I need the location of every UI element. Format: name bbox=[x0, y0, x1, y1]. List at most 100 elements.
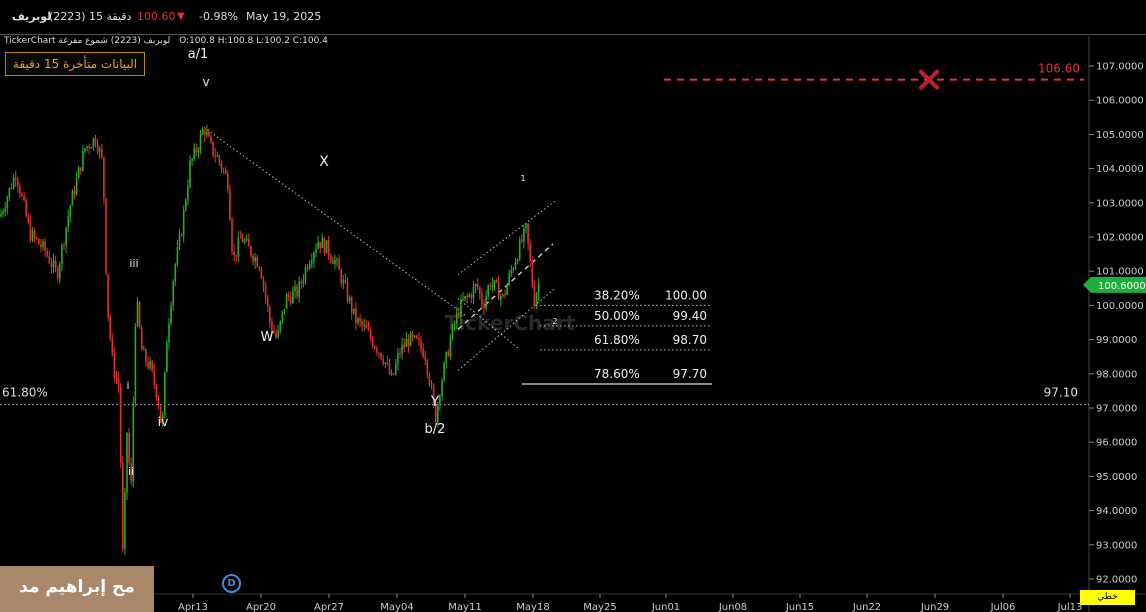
y-tick-label: 92.0000 bbox=[1096, 575, 1137, 586]
x-tick-label: May18 bbox=[516, 602, 549, 612]
dividend-badge[interactable]: D bbox=[222, 574, 241, 593]
candle-body bbox=[403, 344, 405, 347]
x-tick-label: Apr13 bbox=[178, 602, 208, 612]
candle-body bbox=[367, 328, 370, 331]
wave-label: 2 bbox=[552, 317, 557, 326]
candle-body bbox=[388, 363, 391, 374]
ohlc-values: O:100.8 H:100.8 L:100.2 C:100.4 bbox=[179, 36, 328, 46]
candle-body bbox=[8, 187, 11, 198]
candle-body bbox=[374, 346, 376, 349]
interval-label[interactable]: 15 دقيقة bbox=[89, 10, 132, 23]
wave-label: iv bbox=[158, 415, 168, 429]
candle-body bbox=[233, 251, 235, 256]
candle-body bbox=[476, 283, 479, 288]
candle-body bbox=[264, 286, 267, 298]
candle-body bbox=[90, 147, 93, 149]
candle-body bbox=[122, 462, 124, 549]
candle-body bbox=[101, 148, 103, 158]
x-tick-label: Apr27 bbox=[314, 602, 344, 612]
candle-body bbox=[439, 395, 441, 405]
candle-body bbox=[151, 361, 153, 371]
x-tick-label: Jul06 bbox=[990, 602, 1016, 612]
candle-body bbox=[529, 243, 531, 261]
candle-body bbox=[52, 260, 55, 267]
candle-body bbox=[535, 293, 538, 307]
candle-body bbox=[269, 306, 271, 322]
candle-body bbox=[342, 279, 345, 284]
candle-body bbox=[308, 263, 311, 269]
candle-body bbox=[512, 268, 515, 271]
candle-body bbox=[237, 237, 240, 257]
wave-label: 1 bbox=[520, 174, 525, 183]
candle-body bbox=[33, 230, 36, 238]
candle-body bbox=[424, 357, 426, 361]
price-chart[interactable]: 107.0000 106.0000 105.0000 104.0000 103.0000… bbox=[0, 36, 1146, 612]
candle-body bbox=[489, 285, 492, 287]
candle-body bbox=[235, 255, 237, 257]
candle-body bbox=[119, 386, 122, 463]
candle-body bbox=[531, 260, 534, 287]
logo-watermark: TickerChart bbox=[445, 311, 576, 335]
candle-body bbox=[361, 321, 363, 326]
candle-body bbox=[46, 250, 48, 256]
y-tick-label: 96.0000 bbox=[1096, 438, 1137, 449]
candle-body bbox=[126, 432, 128, 493]
candle-body bbox=[327, 240, 330, 256]
y-tick-label: 99.0000 bbox=[1096, 335, 1137, 346]
candle-body bbox=[294, 286, 296, 292]
candle-body bbox=[75, 178, 78, 195]
candle-body bbox=[521, 239, 523, 242]
candle-body bbox=[516, 259, 519, 263]
candle-body bbox=[252, 255, 254, 262]
candle-body bbox=[418, 338, 420, 341]
candle-body bbox=[514, 262, 517, 269]
candle-body bbox=[401, 344, 403, 354]
candle-body bbox=[311, 260, 313, 264]
candle-body bbox=[449, 338, 452, 357]
candle-body bbox=[71, 190, 74, 206]
candle-body bbox=[86, 146, 88, 149]
y-tick-label: 104.0000 bbox=[1096, 164, 1144, 175]
candle-body bbox=[455, 312, 458, 324]
candle-body bbox=[231, 219, 233, 252]
candle-body bbox=[218, 155, 221, 163]
candle-body bbox=[23, 195, 25, 201]
candle-body bbox=[371, 338, 374, 347]
x-tick-label: Jul13 bbox=[1057, 602, 1083, 612]
candle-body bbox=[416, 335, 418, 339]
symbol-code: (2223) bbox=[49, 10, 86, 23]
candle-body bbox=[132, 403, 135, 482]
candle-body bbox=[243, 240, 246, 243]
wave-label: ii bbox=[128, 465, 134, 478]
triangle-down-icon: ▼ bbox=[177, 11, 185, 22]
y-tick-label: 106.0000 bbox=[1096, 96, 1144, 107]
wave-label: iii bbox=[129, 257, 138, 270]
candle-body bbox=[353, 308, 355, 313]
wave-label: a/1 bbox=[188, 47, 209, 62]
candle-body bbox=[115, 377, 118, 379]
y-tick-label: 101.0000 bbox=[1096, 267, 1144, 278]
candle-body bbox=[443, 363, 445, 381]
candle-body bbox=[40, 244, 42, 248]
candle-body bbox=[94, 138, 97, 145]
candle-body bbox=[224, 170, 227, 174]
candle-body bbox=[6, 197, 9, 209]
cross-line bbox=[457, 298, 519, 349]
wave-label: Y bbox=[430, 394, 440, 410]
candle-body bbox=[266, 297, 269, 307]
candle-body bbox=[281, 311, 284, 322]
candle-body bbox=[506, 284, 508, 295]
candle-body bbox=[304, 267, 307, 281]
candle-body bbox=[405, 339, 408, 347]
chart-mode-badge[interactable]: خطي bbox=[1080, 590, 1135, 605]
candle-body bbox=[428, 374, 431, 385]
wave-label: b/2 bbox=[425, 422, 446, 437]
candle-body bbox=[0, 213, 2, 217]
candle-body bbox=[206, 131, 208, 136]
candle-body bbox=[2, 211, 4, 214]
x-icon bbox=[919, 69, 939, 90]
candle-body bbox=[290, 297, 292, 304]
candle-body bbox=[470, 294, 473, 299]
x-tick-label: May04 bbox=[380, 602, 413, 612]
symbol-name[interactable]: لوبريف bbox=[12, 10, 52, 23]
